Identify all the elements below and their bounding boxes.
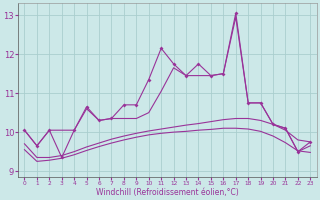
- X-axis label: Windchill (Refroidissement éolien,°C): Windchill (Refroidissement éolien,°C): [96, 188, 239, 197]
